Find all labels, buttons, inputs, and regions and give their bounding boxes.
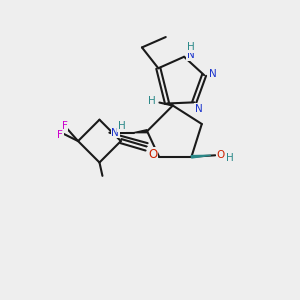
Text: H: H [118, 121, 126, 131]
Text: H: H [187, 42, 194, 52]
Text: N: N [195, 104, 203, 114]
Polygon shape [134, 130, 147, 133]
Text: H: H [226, 153, 234, 163]
Text: N: N [187, 50, 194, 60]
Text: O: O [148, 148, 157, 161]
Text: H: H [148, 96, 156, 106]
Text: N: N [112, 128, 119, 138]
Polygon shape [191, 155, 211, 158]
Text: F: F [62, 121, 68, 130]
Text: F: F [57, 130, 63, 140]
Text: N: N [208, 69, 216, 79]
Text: O: O [217, 150, 225, 160]
